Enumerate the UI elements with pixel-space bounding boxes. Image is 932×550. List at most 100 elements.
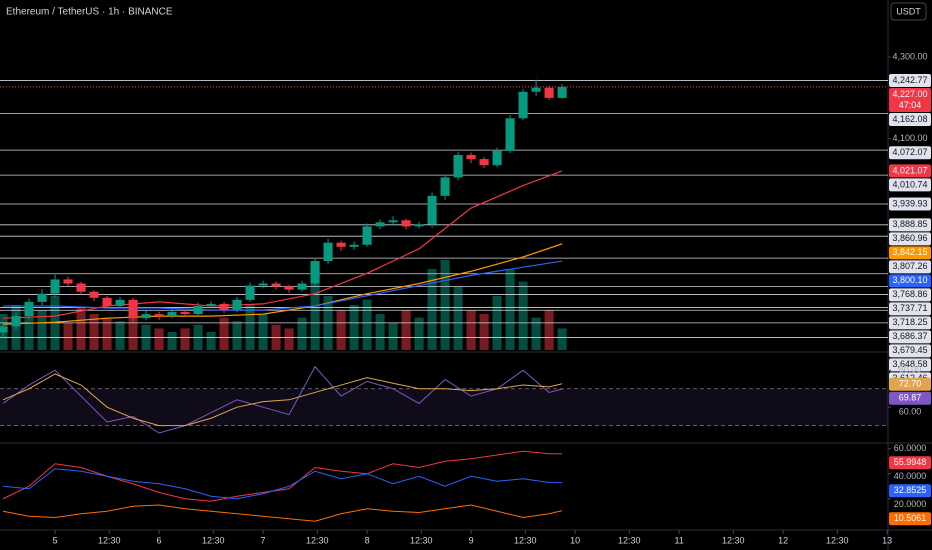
candle-body [310,261,320,284]
level-label: 3,888.85 [892,219,927,229]
ma-price-label-box [889,246,931,260]
volume-bar [310,278,320,350]
level-label: 3,768.86 [892,289,927,299]
volume-bar [297,317,307,350]
candle-body [388,220,398,223]
indicator-value-label-box [889,456,931,470]
indicator-value-label-box [889,377,931,391]
candle-body [206,303,216,306]
candle-body [89,291,99,298]
candle-body [37,293,47,302]
ma-price-label-box [889,274,931,288]
volume-bar [362,299,372,350]
volume-bar [63,323,73,350]
volume-bar [557,328,567,350]
volume-bar [37,310,47,350]
candle-body [414,224,424,227]
volume-bar [427,269,437,350]
volume-bar [284,328,294,350]
volume-bar [440,260,450,350]
candle-body [557,86,567,98]
ma-price-label: 3,842.15 [892,247,927,257]
level-label-box [889,330,931,344]
x-tick-label: 10 [570,535,580,545]
indicator-value-label: 55.9948 [894,457,927,467]
candle-body [50,279,60,294]
level-label-box [889,178,931,192]
candle-body [0,326,8,333]
volume-bar [349,305,359,350]
currency-label[interactable]: USDT [896,6,921,16]
volume-bar [232,321,242,350]
candle-body [128,299,138,319]
level-label: 3,737.71 [892,303,927,313]
indicator-value-label: 10.5061 [894,513,927,523]
y-tick-label: 4,100.00 [892,133,927,143]
volume-bar [76,306,86,350]
x-tick-label: 12 [778,535,788,545]
indicator-line [2,504,563,522]
volume-bar [531,317,541,350]
indicator-value-label: 72.70 [899,379,922,389]
level-label: 4,242.77 [892,75,927,85]
level-label: 3,718.25 [892,317,927,327]
candle-body [453,155,463,178]
candle-body [167,312,177,317]
volume-bar [466,310,476,350]
candle-body [466,155,476,160]
level-label-box [889,344,931,358]
volume-bar [167,332,177,350]
indicator-value-label: 32.8525 [894,485,927,495]
candle-body [440,177,450,196]
candle-body [11,316,21,327]
level-label: 4,072.07 [892,147,927,157]
level-label-box [889,218,931,232]
volume-bar [245,305,255,350]
currency-button[interactable] [890,2,927,21]
candle-body [336,242,346,247]
candle-body [531,87,541,92]
candle-body [102,297,112,306]
volume-bar [518,281,528,350]
x-tick-label: 9 [469,535,474,545]
indicator-line [2,450,563,502]
indicator-value-label: 69.87 [899,393,922,403]
candle-body [193,305,203,315]
level-label: 3,679.45 [892,345,927,355]
indicator-line [2,373,563,427]
level-label: 4,010.74 [892,179,927,189]
level-label-box [889,73,931,87]
level-label-box [889,302,931,316]
candle-body [323,242,333,262]
candle-body [63,279,73,284]
candle-body [375,222,385,227]
volume-bar [388,323,398,350]
volume-bar [375,314,385,350]
volume-bar [206,332,216,350]
rsi-band [0,388,888,426]
x-tick-label: 12:30 [514,535,537,545]
level-label-box [889,146,931,160]
candle-body [115,299,125,306]
candle-body [401,220,411,227]
candle-body [271,283,281,287]
candle-body [258,283,268,286]
x-tick-label: 11 [674,535,683,545]
candle-body [349,244,359,247]
x-tick-label: 8 [365,535,370,545]
candle-body [284,286,294,290]
x-tick-label: 7 [261,535,266,545]
volume-bar [258,314,268,350]
candle-body [180,312,190,315]
volume-bar [479,314,489,350]
last-price-label: 4,227.00 [892,89,927,99]
x-tick-label: 13 [882,535,892,545]
candle-body [427,195,437,225]
indicator-value-label-box [889,484,931,498]
x-tick-label: 12:30 [98,535,121,545]
candle-body [141,314,151,319]
level-label-box [889,358,931,372]
volume-bar [401,310,411,350]
volume-bar [180,328,190,350]
